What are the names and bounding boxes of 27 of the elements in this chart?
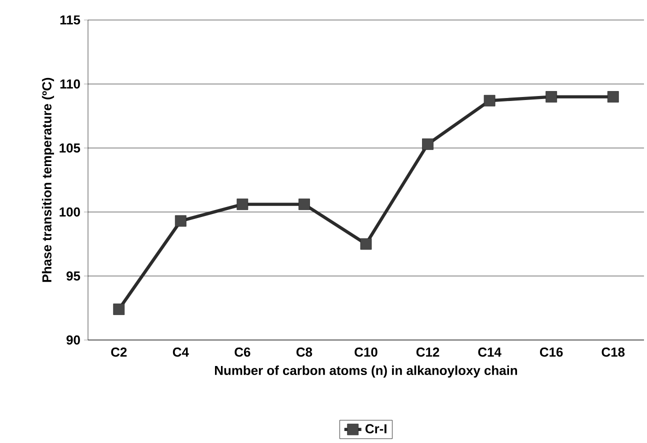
legend-label: Cr-I [365,424,386,434]
point [298,198,310,210]
x-tick-label: C6 [234,348,250,357]
y-tick-label: 100 [60,207,80,217]
y-tick-label: 90 [66,335,80,345]
x-tick-label: C12 [416,348,440,357]
point [546,91,558,102]
point [236,198,248,210]
x-tick-label: C14 [478,348,502,357]
x-tick-label: C4 [172,348,189,357]
x-tick-label: C16 [540,348,563,357]
point [174,215,186,227]
x-tick-label: C10 [354,348,378,357]
x-axis-title: Number of carbon atoms (n) in alkanoyloxy chain [215,366,518,378]
point [360,238,372,250]
point [607,91,619,102]
y-tick-label: 95 [66,271,80,281]
point [422,138,434,150]
x-tick-label: C2 [111,348,127,357]
point [113,304,125,315]
point [484,94,496,106]
y-tick-label: 115 [60,15,80,25]
y-axis-title: Phase transition temperature (ºC) [42,78,54,282]
x-tick-label: C18 [602,348,625,357]
x-tick-label: C8 [296,348,312,357]
y-tick-label: 110 [60,79,80,89]
y-tick-label: 105 [60,143,80,153]
